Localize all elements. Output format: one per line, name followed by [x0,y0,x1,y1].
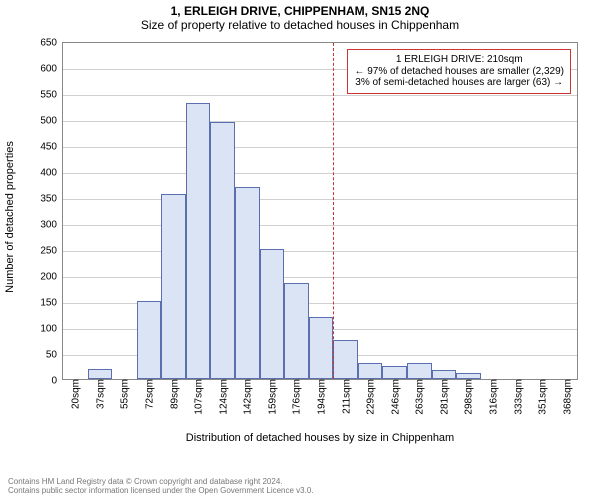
x-tick-label: 229sqm [364,379,377,415]
histogram-bar [186,103,211,379]
histogram-bar [284,283,309,379]
x-tick-label: 368sqm [560,379,573,415]
y-tick-label: 200 [40,272,63,283]
grid-line [63,147,577,148]
grid-line [63,121,577,122]
x-tick-label: 37sqm [93,379,106,409]
x-tick-label: 194sqm [315,379,328,415]
footer-line-2: Contains public sector information licen… [8,486,314,496]
histogram-bar [432,370,457,379]
grid-line [63,173,577,174]
x-tick-label: 55sqm [118,379,131,409]
histogram-bar [333,340,358,379]
y-tick-label: 50 [46,350,63,361]
grid-line [63,95,577,96]
x-axis-label: Distribution of detached houses by size … [62,432,578,444]
x-tick-label: 72sqm [143,379,156,409]
annotation-line: 1 ERLEIGH DRIVE: 210sqm [354,54,564,66]
y-tick-label: 300 [40,220,63,231]
y-tick-label: 550 [40,90,63,101]
histogram-bar [88,369,113,379]
x-tick-label: 333sqm [511,379,524,415]
grid-line [63,277,577,278]
y-tick-label: 250 [40,246,63,257]
x-tick-label: 316sqm [487,379,500,415]
x-tick-label: 20sqm [69,379,82,409]
histogram-bar [382,366,407,379]
x-tick-label: 89sqm [167,379,180,409]
histogram-bar [358,363,383,379]
y-tick-label: 450 [40,142,63,153]
x-tick-label: 263sqm [413,379,426,415]
x-tick-label: 211sqm [339,379,352,414]
histogram-bar [210,122,235,379]
x-tick-label: 351sqm [536,379,549,415]
y-tick-label: 500 [40,116,63,127]
x-tick-label: 246sqm [388,379,401,415]
y-axis-label: Number of detached properties [4,48,16,386]
histogram-bar [235,187,260,379]
annotation-box: 1 ERLEIGH DRIVE: 210sqm← 97% of detached… [347,49,571,94]
reference-line [333,43,334,379]
y-tick-label: 100 [40,324,63,335]
grid-line [63,199,577,200]
histogram-bar [260,249,285,379]
histogram-bar [309,317,334,379]
grid-line [63,251,577,252]
x-tick-label: 124sqm [216,379,229,415]
y-tick-label: 350 [40,194,63,205]
plot-area: 0501001502002503003504004505005506006502… [62,42,578,380]
grid-line [63,225,577,226]
annotation-line: ← 97% of detached houses are smaller (2,… [354,66,564,78]
histogram-bar [137,301,162,379]
y-tick-label: 400 [40,168,63,179]
histogram-bar [407,363,432,379]
x-tick-label: 281sqm [437,379,450,415]
annotation-line: 3% of semi-detached houses are larger (6… [354,77,564,89]
y-tick-label: 600 [40,64,63,75]
y-tick-label: 0 [51,376,63,387]
y-tick-label: 150 [40,298,63,309]
chart-container: 0 50 100 150 200 250 300 350 400 450 500 550 600 650 2… [0,0,600,500]
x-tick-label: 159sqm [265,379,278,415]
footer-line-1: Contains HM Land Registry data © Crown c… [8,477,314,487]
x-tick-label: 107sqm [192,379,205,415]
x-tick-label: 298sqm [462,379,475,415]
histogram-bar [161,194,186,379]
footer-attribution: Contains HM Land Registry data © Crown c… [8,477,314,496]
x-tick-label: 176sqm [290,379,303,415]
y-tick-label: 650 [40,38,63,49]
x-tick-label: 142sqm [241,379,254,415]
